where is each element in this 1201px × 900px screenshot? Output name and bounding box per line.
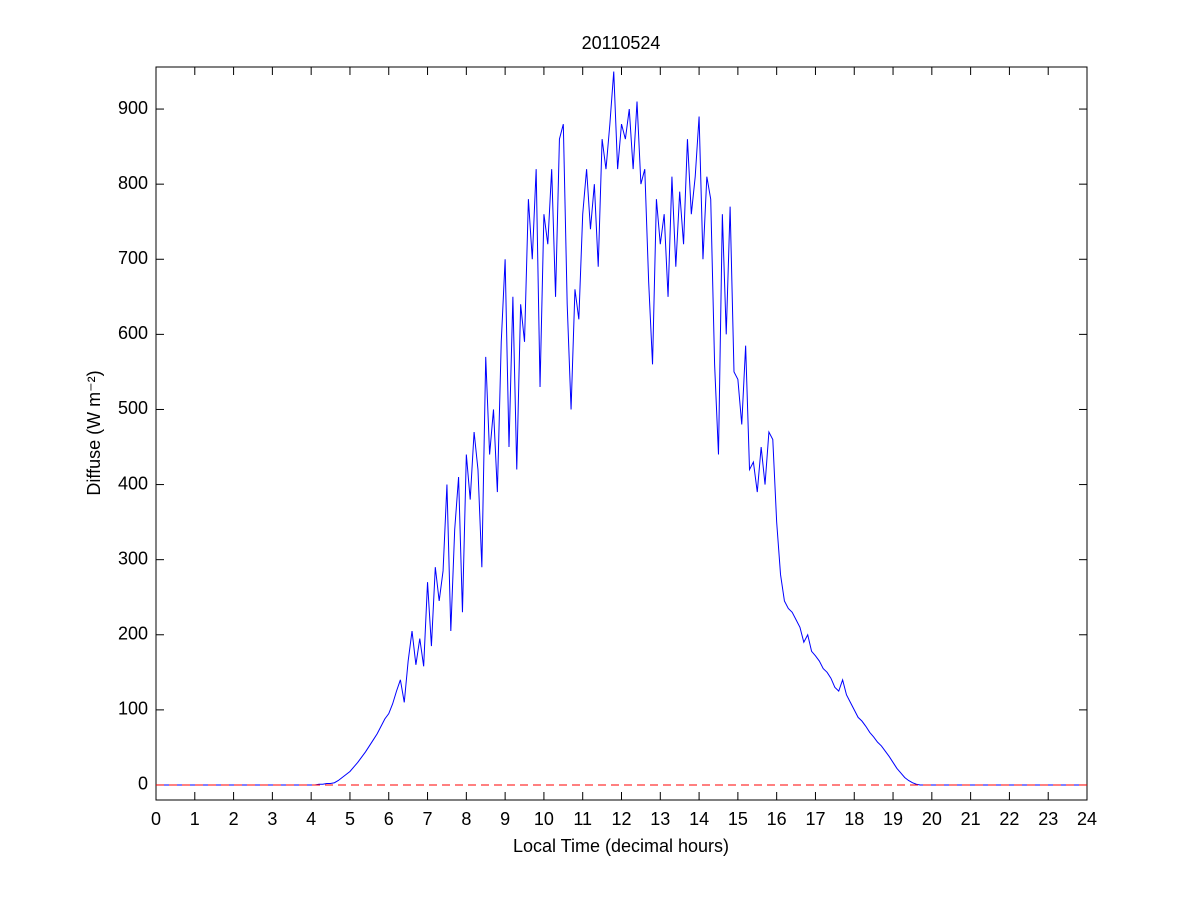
- x-tick-label: 8: [461, 809, 471, 829]
- x-tick-label: 23: [1038, 809, 1058, 829]
- x-tick-label: 15: [728, 809, 748, 829]
- x-tick-label: 18: [844, 809, 864, 829]
- x-tick-label: 2: [229, 809, 239, 829]
- x-tick-label: 0: [151, 809, 161, 829]
- x-tick-label: 24: [1077, 809, 1097, 829]
- y-tick-label: 500: [118, 398, 148, 418]
- x-tick-label: 22: [999, 809, 1019, 829]
- y-tick-label: 400: [118, 473, 148, 493]
- x-tick-label: 14: [689, 809, 709, 829]
- x-tick-label: 11: [573, 809, 592, 829]
- x-axis-label: Local Time (decimal hours): [513, 836, 729, 856]
- y-tick-label: 0: [138, 774, 148, 794]
- x-tick-label: 6: [384, 809, 394, 829]
- x-tick-label: 9: [500, 809, 510, 829]
- y-tick-label: 700: [118, 248, 148, 268]
- y-tick-label: 800: [118, 173, 148, 193]
- data-line: [156, 71, 1087, 786]
- x-tick-label: 7: [423, 809, 433, 829]
- chart-title: 20110524: [582, 33, 661, 53]
- x-tick-label: 13: [650, 809, 670, 829]
- x-tick-label: 21: [961, 809, 981, 829]
- y-tick-label: 300: [118, 548, 148, 568]
- y-tick-label: 900: [118, 98, 148, 118]
- x-tick-label: 19: [883, 809, 903, 829]
- x-tick-label: 20: [922, 809, 942, 829]
- x-tick-label: 5: [345, 809, 355, 829]
- x-tick-label: 12: [611, 809, 631, 829]
- x-tick-label: 10: [534, 809, 554, 829]
- x-tick-label: 17: [805, 809, 825, 829]
- y-tick-label: 100: [118, 699, 148, 719]
- x-tick-label: 4: [306, 809, 316, 829]
- x-tick-label: 3: [267, 809, 277, 829]
- y-tick-label: 200: [118, 624, 148, 644]
- y-tick-label: 600: [118, 323, 148, 343]
- y-axis-label: Diffuse (W m⁻²): [84, 370, 104, 495]
- plot-area: [155, 66, 1088, 801]
- x-tick-label: 1: [190, 809, 200, 829]
- x-tick-label: 16: [767, 809, 787, 829]
